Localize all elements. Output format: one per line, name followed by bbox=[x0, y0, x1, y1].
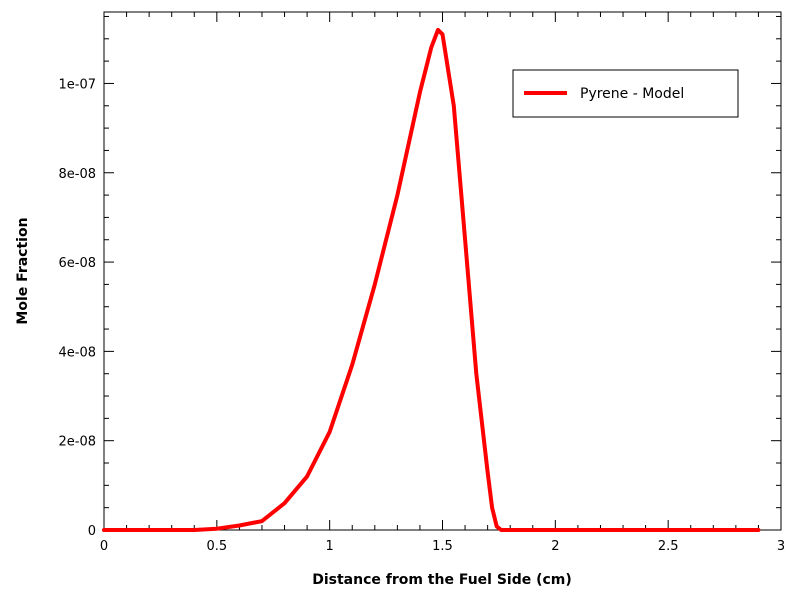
y-tick-label: 6e-08 bbox=[58, 256, 96, 271]
x-tick-label: 2 bbox=[551, 539, 559, 554]
x-tick-label: 0.5 bbox=[206, 539, 227, 554]
x-tick-label: 2.5 bbox=[658, 539, 679, 554]
x-tick-label: 1 bbox=[326, 539, 334, 554]
x-tick-label: 0 bbox=[100, 539, 108, 554]
y-tick-label: 8e-08 bbox=[58, 167, 96, 182]
y-axis-title: Mole Fraction bbox=[15, 217, 31, 324]
y-tick-labels: 0 2e-08 4e-08 6e-08 8e-08 1e-07 bbox=[58, 77, 96, 539]
series-line-pyrene-model bbox=[102, 27, 761, 532]
x-tick-label: 3 bbox=[777, 539, 785, 554]
series-layer bbox=[102, 27, 761, 532]
y-tick-label: 4e-08 bbox=[58, 345, 96, 360]
x-axis-title: Distance from the Fuel Side (cm) bbox=[312, 572, 572, 588]
y-tick-label: 1e-07 bbox=[58, 77, 96, 92]
x-tick-label: 1.5 bbox=[432, 539, 453, 554]
y-tick-label: 0 bbox=[88, 524, 96, 539]
x-tick-labels: 0 0.5 1 1.5 2 2.5 3 bbox=[100, 539, 785, 554]
legend-label: Pyrene - Model bbox=[580, 86, 684, 102]
y-tick-label: 2e-08 bbox=[58, 435, 96, 450]
legend: Pyrene - Model bbox=[512, 69, 739, 118]
